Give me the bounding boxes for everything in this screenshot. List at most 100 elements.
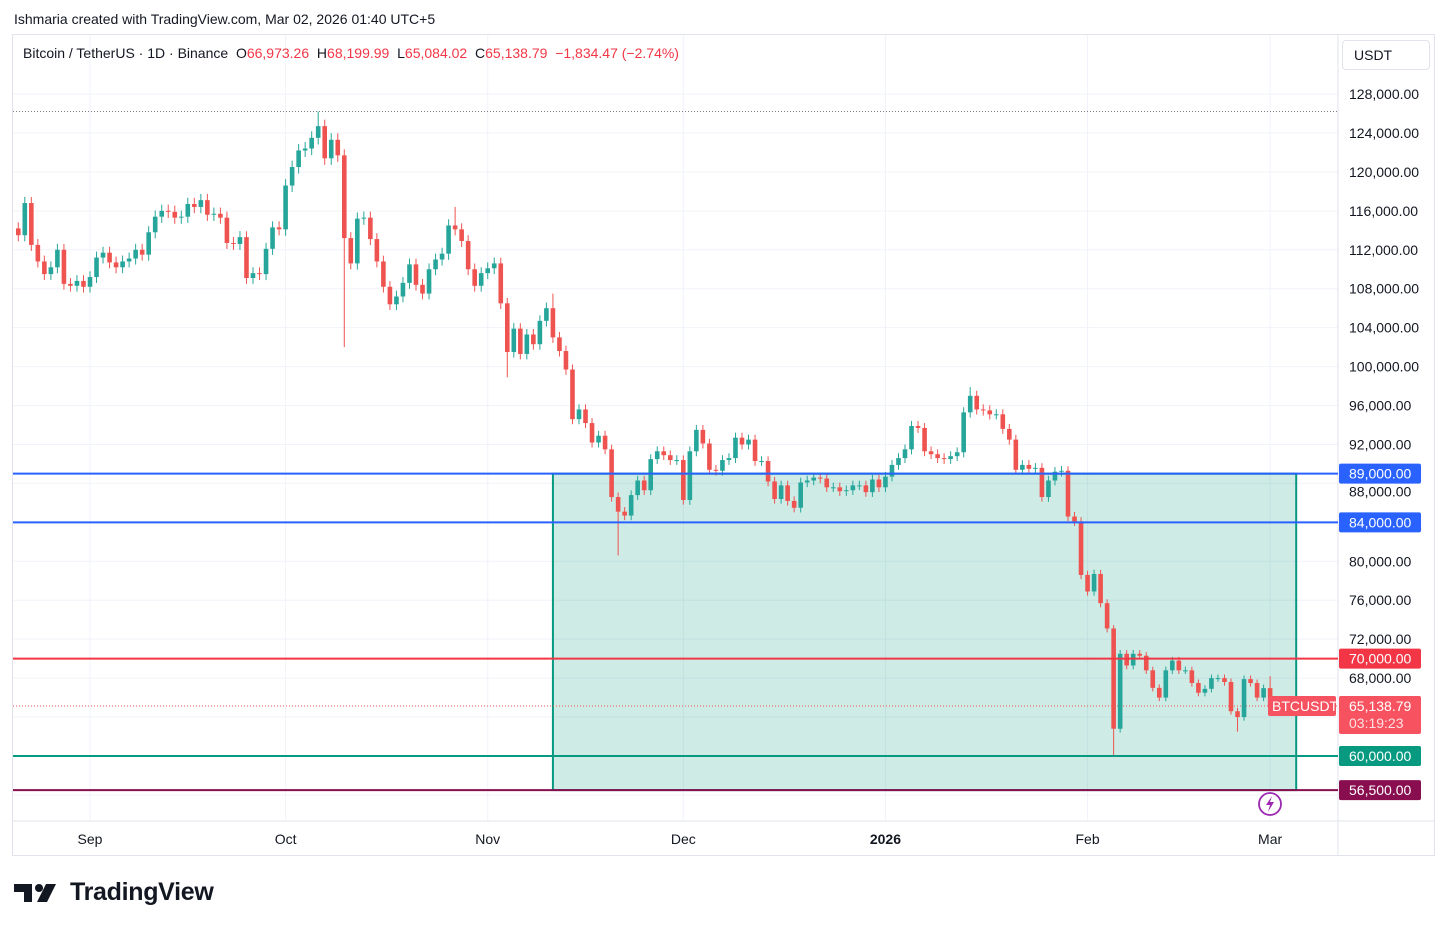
candle-body bbox=[485, 268, 491, 274]
candle bbox=[237, 231, 243, 251]
candle bbox=[1235, 707, 1240, 732]
candle-body bbox=[524, 334, 530, 354]
symbol-title[interactable]: Bitcoin / TetherUS · 1D · Binance bbox=[23, 45, 229, 61]
high-value: 68,199.99 bbox=[327, 45, 390, 61]
candle bbox=[876, 474, 882, 493]
candle bbox=[531, 328, 536, 350]
candle-body bbox=[211, 213, 217, 215]
candle-body bbox=[922, 427, 927, 452]
candle-body bbox=[322, 126, 328, 159]
candle bbox=[1117, 650, 1123, 733]
candle-body bbox=[491, 263, 497, 269]
candle-body bbox=[152, 216, 158, 233]
candle bbox=[935, 449, 940, 463]
candle bbox=[439, 247, 445, 266]
time-tick-label: Feb bbox=[1075, 831, 1099, 847]
candle-body bbox=[296, 150, 301, 168]
candle bbox=[224, 211, 230, 249]
candle bbox=[922, 423, 927, 457]
candle bbox=[667, 450, 673, 465]
candle bbox=[433, 253, 438, 276]
price-tick-label: 92,000.00 bbox=[1349, 436, 1411, 452]
candle-body bbox=[1033, 467, 1038, 469]
candle-body bbox=[765, 461, 771, 482]
candle-body bbox=[654, 451, 660, 460]
candle-body bbox=[954, 452, 960, 457]
time-tick-label: Sep bbox=[78, 831, 103, 847]
high-label: H bbox=[316, 45, 328, 61]
candle-body bbox=[1026, 464, 1032, 469]
candle-body bbox=[237, 237, 243, 244]
candle-body bbox=[1078, 521, 1084, 575]
chart-frame bbox=[12, 34, 1435, 856]
price-level-label-bg bbox=[1339, 648, 1421, 669]
price-tick-label: 120,000.00 bbox=[1349, 164, 1419, 180]
currency-button[interactable]: USDT bbox=[1342, 40, 1430, 70]
candle bbox=[837, 482, 843, 496]
candle bbox=[563, 345, 569, 375]
price-level-label-bg bbox=[1339, 780, 1421, 801]
candle bbox=[498, 257, 504, 310]
candle bbox=[465, 235, 471, 276]
price-level-label: 60,000.00 bbox=[1349, 748, 1411, 764]
candle bbox=[35, 238, 41, 268]
candle-body bbox=[993, 414, 999, 416]
candle-body bbox=[667, 455, 673, 461]
candle-body bbox=[270, 227, 275, 249]
candle bbox=[654, 446, 660, 464]
candle bbox=[1222, 674, 1227, 686]
last-price-value: 65,138.79 bbox=[1349, 698, 1411, 714]
candle-body bbox=[1111, 628, 1116, 729]
brand-name: TradingView bbox=[70, 878, 214, 906]
candle bbox=[198, 193, 204, 214]
candle bbox=[394, 290, 399, 311]
candle bbox=[1007, 423, 1012, 445]
price-level-label: 84,000.00 bbox=[1349, 514, 1411, 530]
tradingview-logo[interactable]: TradingView bbox=[14, 878, 214, 907]
open-label: O bbox=[235, 45, 247, 61]
candle-body bbox=[1261, 688, 1266, 698]
support-zone-rectangle[interactable] bbox=[551, 472, 1298, 792]
candle-body bbox=[465, 241, 471, 270]
candle bbox=[361, 211, 367, 225]
candle-body bbox=[478, 273, 484, 286]
candle bbox=[420, 279, 425, 300]
candle-body bbox=[1150, 670, 1156, 688]
candle-body bbox=[335, 139, 341, 156]
candle-body bbox=[87, 277, 93, 287]
candle-body bbox=[472, 269, 477, 286]
candle-body bbox=[1039, 467, 1045, 498]
candle-body bbox=[407, 264, 412, 283]
candle-body bbox=[1215, 678, 1221, 680]
candle bbox=[980, 404, 986, 416]
candle bbox=[1026, 460, 1032, 474]
candle bbox=[948, 451, 953, 464]
candle-body bbox=[289, 167, 295, 186]
price-tick-label: 80,000.00 bbox=[1349, 553, 1411, 569]
candle-body bbox=[661, 451, 667, 456]
candle bbox=[504, 297, 510, 378]
candle bbox=[257, 267, 262, 280]
candle bbox=[961, 407, 966, 458]
candle bbox=[844, 485, 849, 496]
candle-body bbox=[570, 369, 575, 420]
candle bbox=[400, 277, 406, 303]
candle bbox=[335, 133, 341, 162]
candle-body bbox=[29, 203, 34, 245]
candle-body bbox=[257, 273, 262, 275]
candle-body bbox=[746, 439, 751, 445]
candle bbox=[1209, 674, 1214, 693]
candle bbox=[694, 424, 699, 457]
candle-body bbox=[511, 328, 517, 352]
time-tick-label: 2026 bbox=[870, 831, 901, 847]
candle-body bbox=[1254, 682, 1260, 698]
candle bbox=[993, 409, 999, 420]
candle bbox=[1150, 666, 1156, 692]
candle bbox=[407, 258, 412, 289]
candle-body bbox=[720, 460, 725, 471]
candle-body bbox=[824, 478, 830, 488]
candle bbox=[48, 261, 54, 281]
candle-body bbox=[902, 449, 908, 459]
price-tick-label: 112,000.00 bbox=[1349, 242, 1418, 258]
